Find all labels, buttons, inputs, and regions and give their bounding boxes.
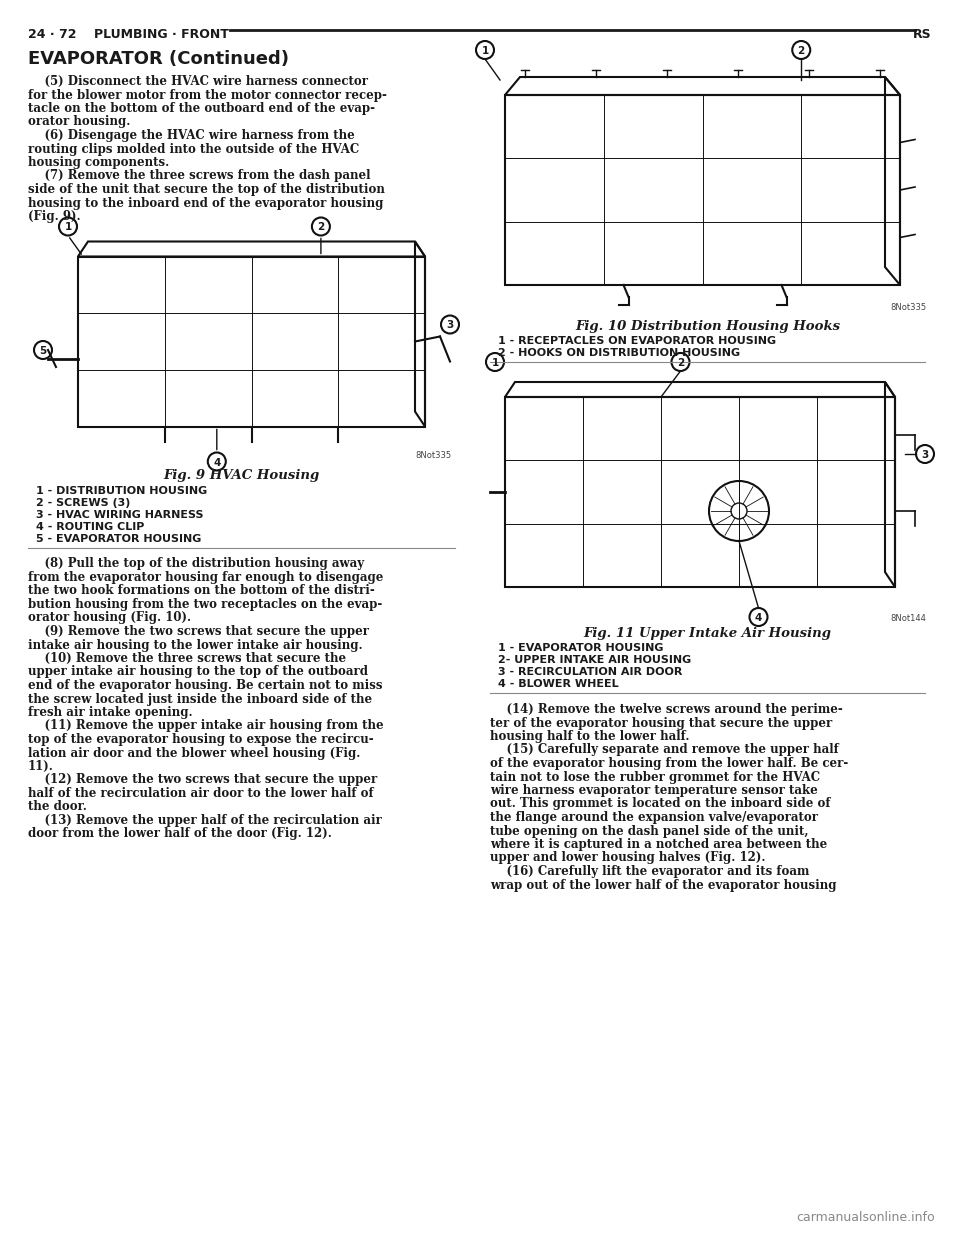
Text: 4 - BLOWER WHEEL: 4 - BLOWER WHEEL bbox=[498, 679, 618, 689]
Text: 1 - EVAPORATOR HOUSING: 1 - EVAPORATOR HOUSING bbox=[498, 643, 663, 653]
Text: the door.: the door. bbox=[28, 801, 86, 814]
Text: 3: 3 bbox=[446, 320, 454, 330]
Text: housing half to the lower half.: housing half to the lower half. bbox=[490, 730, 689, 743]
Text: out. This grommet is located on the inboard side of: out. This grommet is located on the inbo… bbox=[490, 797, 830, 811]
Text: 4 - ROUTING CLIP: 4 - ROUTING CLIP bbox=[36, 522, 144, 532]
Text: (10) Remove the three screws that secure the: (10) Remove the three screws that secure… bbox=[28, 652, 347, 664]
Text: routing clips molded into the outside of the HVAC: routing clips molded into the outside of… bbox=[28, 143, 359, 155]
Text: 11).: 11). bbox=[28, 760, 54, 773]
Text: (13) Remove the upper half of the recirculation air: (13) Remove the upper half of the recirc… bbox=[28, 814, 382, 827]
Text: Fig. 9 HVAC Housing: Fig. 9 HVAC Housing bbox=[163, 469, 320, 482]
Text: 8Not335: 8Not335 bbox=[890, 303, 926, 312]
Text: 8Not335: 8Not335 bbox=[415, 452, 451, 461]
Text: upper and lower housing halves (Fig. 12).: upper and lower housing halves (Fig. 12)… bbox=[490, 852, 765, 864]
Text: (16) Carefully lift the evaporator and its foam: (16) Carefully lift the evaporator and i… bbox=[490, 864, 809, 878]
Text: for the blower motor from the motor connector recep-: for the blower motor from the motor conn… bbox=[28, 88, 387, 102]
Text: 4: 4 bbox=[213, 457, 221, 467]
Text: the flange around the expansion valve/evaporator: the flange around the expansion valve/ev… bbox=[490, 811, 818, 823]
Text: lation air door and the blower wheel housing (Fig.: lation air door and the blower wheel hou… bbox=[28, 746, 360, 760]
Text: 1: 1 bbox=[492, 358, 498, 368]
Text: of the evaporator housing from the lower half. Be cer-: of the evaporator housing from the lower… bbox=[490, 758, 849, 770]
Text: (12) Remove the two screws that secure the upper: (12) Remove the two screws that secure t… bbox=[28, 774, 377, 786]
Text: (15) Carefully separate and remove the upper half: (15) Carefully separate and remove the u… bbox=[490, 744, 839, 756]
Text: door from the lower half of the door (Fig. 12).: door from the lower half of the door (Fi… bbox=[28, 827, 332, 841]
Text: 1: 1 bbox=[481, 46, 489, 56]
Text: 2- UPPER INTAKE AIR HOUSING: 2- UPPER INTAKE AIR HOUSING bbox=[498, 655, 691, 664]
Text: orator housing.: orator housing. bbox=[28, 116, 131, 128]
Text: 2 - SCREWS (3): 2 - SCREWS (3) bbox=[36, 498, 131, 508]
Text: 2: 2 bbox=[317, 222, 324, 232]
Text: (5) Disconnect the HVAC wire harness connector: (5) Disconnect the HVAC wire harness con… bbox=[28, 75, 368, 88]
Text: 5: 5 bbox=[39, 347, 47, 356]
Text: RS: RS bbox=[913, 29, 932, 41]
Text: intake air housing to the lower intake air housing.: intake air housing to the lower intake a… bbox=[28, 638, 363, 652]
Text: tacle on the bottom of the outboard end of the evap-: tacle on the bottom of the outboard end … bbox=[28, 102, 375, 116]
Text: tube opening on the dash panel side of the unit,: tube opening on the dash panel side of t… bbox=[490, 825, 808, 837]
Text: 3 - HVAC WIRING HARNESS: 3 - HVAC WIRING HARNESS bbox=[36, 509, 204, 519]
Text: 4: 4 bbox=[755, 614, 762, 623]
Text: Fig. 10 Distribution Housing Hooks: Fig. 10 Distribution Housing Hooks bbox=[575, 320, 840, 333]
Text: Fig. 11 Upper Intake Air Housing: Fig. 11 Upper Intake Air Housing bbox=[584, 627, 831, 640]
Text: bution housing from the two receptacles on the evap-: bution housing from the two receptacles … bbox=[28, 597, 382, 611]
Text: (9) Remove the two screws that secure the upper: (9) Remove the two screws that secure th… bbox=[28, 625, 369, 638]
Text: 2: 2 bbox=[798, 46, 804, 56]
Text: 1 - DISTRIBUTION HOUSING: 1 - DISTRIBUTION HOUSING bbox=[36, 486, 207, 496]
Text: housing to the inboard end of the evaporator housing: housing to the inboard end of the evapor… bbox=[28, 196, 383, 210]
Text: wire harness evaporator temperature sensor take: wire harness evaporator temperature sens… bbox=[490, 784, 818, 797]
Text: end of the evaporator housing. Be certain not to miss: end of the evaporator housing. Be certai… bbox=[28, 679, 382, 692]
Text: 2: 2 bbox=[677, 358, 684, 368]
Text: tain not to lose the rubber grommet for the HVAC: tain not to lose the rubber grommet for … bbox=[490, 770, 820, 784]
Text: 5 - EVAPORATOR HOUSING: 5 - EVAPORATOR HOUSING bbox=[36, 534, 202, 544]
Text: (6) Disengage the HVAC wire harness from the: (6) Disengage the HVAC wire harness from… bbox=[28, 129, 355, 142]
Text: (7) Remove the three screws from the dash panel: (7) Remove the three screws from the das… bbox=[28, 169, 371, 183]
Text: (8) Pull the top of the distribution housing away: (8) Pull the top of the distribution hou… bbox=[28, 558, 364, 570]
Text: 3: 3 bbox=[922, 450, 928, 460]
Text: from the evaporator housing far enough to disengage: from the evaporator housing far enough t… bbox=[28, 571, 383, 584]
Text: orator housing (Fig. 10).: orator housing (Fig. 10). bbox=[28, 611, 191, 625]
Text: side of the unit that secure the top of the distribution: side of the unit that secure the top of … bbox=[28, 183, 385, 196]
Text: carmanualsonline.info: carmanualsonline.info bbox=[797, 1211, 935, 1225]
Text: ter of the evaporator housing that secure the upper: ter of the evaporator housing that secur… bbox=[490, 717, 832, 729]
Text: housing components.: housing components. bbox=[28, 156, 169, 169]
Text: (11) Remove the upper intake air housing from the: (11) Remove the upper intake air housing… bbox=[28, 719, 384, 733]
Text: upper intake air housing to the top of the outboard: upper intake air housing to the top of t… bbox=[28, 666, 368, 678]
Text: wrap out of the lower half of the evaporator housing: wrap out of the lower half of the evapor… bbox=[490, 878, 836, 892]
Text: 8Not144: 8Not144 bbox=[890, 614, 925, 623]
Text: the screw located just inside the inboard side of the: the screw located just inside the inboar… bbox=[28, 693, 372, 705]
Text: half of the recirculation air door to the lower half of: half of the recirculation air door to th… bbox=[28, 787, 373, 800]
Text: the two hook formations on the bottom of the distri-: the two hook formations on the bottom of… bbox=[28, 585, 374, 597]
Text: (Fig. 9).: (Fig. 9). bbox=[28, 210, 81, 224]
Text: 1: 1 bbox=[64, 222, 72, 232]
Text: top of the evaporator housing to expose the recircu-: top of the evaporator housing to expose … bbox=[28, 733, 373, 746]
Text: where it is captured in a notched area between the: where it is captured in a notched area b… bbox=[490, 838, 828, 851]
Text: 24 · 72    PLUMBING · FRONT: 24 · 72 PLUMBING · FRONT bbox=[28, 29, 228, 41]
Text: fresh air intake opening.: fresh air intake opening. bbox=[28, 705, 193, 719]
Text: EVAPORATOR (Continued): EVAPORATOR (Continued) bbox=[28, 50, 289, 68]
Text: 2 - HOOKS ON DISTRIBUTION HOUSING: 2 - HOOKS ON DISTRIBUTION HOUSING bbox=[498, 348, 740, 358]
Text: 1 - RECEPTACLES ON EVAPORATOR HOUSING: 1 - RECEPTACLES ON EVAPORATOR HOUSING bbox=[498, 337, 776, 347]
Text: (14) Remove the twelve screws around the perime-: (14) Remove the twelve screws around the… bbox=[490, 703, 843, 715]
Text: 3 - RECIRCULATION AIR DOOR: 3 - RECIRCULATION AIR DOOR bbox=[498, 667, 683, 677]
